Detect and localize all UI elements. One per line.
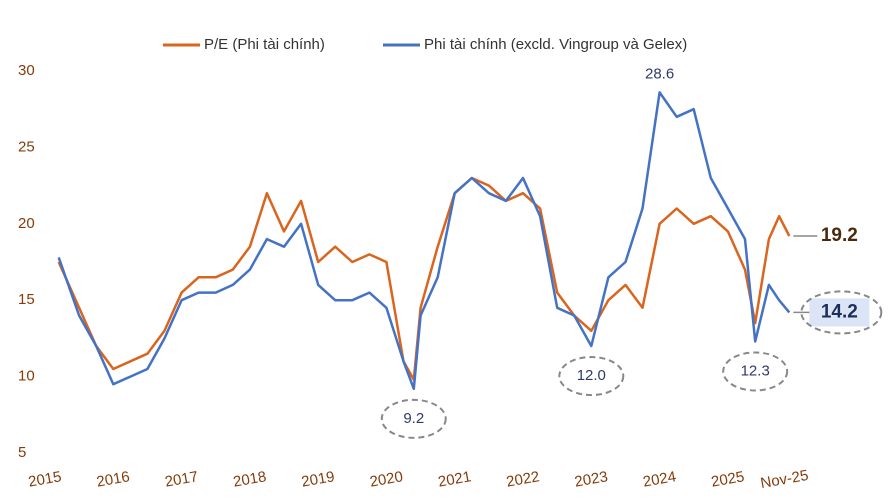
x-tick-label: 2018	[232, 468, 268, 491]
y-tick-label: 15	[18, 291, 35, 308]
y-tick-label: 5	[18, 444, 26, 461]
x-tick-label: 2016	[95, 468, 131, 491]
x-tick-label: 2019	[300, 468, 336, 491]
y-tick-label: 25	[18, 138, 35, 155]
annotation-ellipse	[558, 356, 625, 397]
annotation-label: 28.6	[645, 65, 674, 82]
y-tick-label: 30	[18, 62, 35, 79]
annotation-label: 14.2	[821, 301, 858, 322]
x-tick-label: 2022	[505, 468, 541, 491]
legend-label: Phi tài chính (excld. Vingroup và Gelex)	[424, 36, 687, 53]
series-line	[57, 176, 791, 381]
annotation-label: 9.2	[403, 410, 424, 427]
annotation-label: 19.2	[821, 225, 858, 246]
annotation-label: 12.3	[741, 362, 770, 379]
x-tick-label: 2017	[164, 468, 200, 491]
legend-label: P/E (Phi tài chính)	[204, 36, 325, 53]
x-tick-label: Nov-25	[759, 467, 810, 492]
x-tick-label: 2024	[642, 468, 678, 491]
x-tick-label: 2021	[437, 468, 473, 491]
annotation-ellipse	[722, 351, 789, 392]
y-tick-label: 20	[18, 215, 35, 232]
annotation-ellipse	[800, 290, 883, 335]
annotation-label: 12.0	[577, 367, 606, 384]
annotation-box	[809, 298, 870, 327]
x-tick-label: 2015	[27, 468, 63, 491]
x-tick-label: 2023	[573, 468, 609, 491]
y-tick-label: 10	[18, 368, 35, 385]
x-tick-label: 2020	[368, 468, 404, 491]
annotation-ellipse	[380, 398, 447, 439]
series-line	[57, 91, 791, 391]
x-tick-label: 2025	[710, 468, 746, 491]
